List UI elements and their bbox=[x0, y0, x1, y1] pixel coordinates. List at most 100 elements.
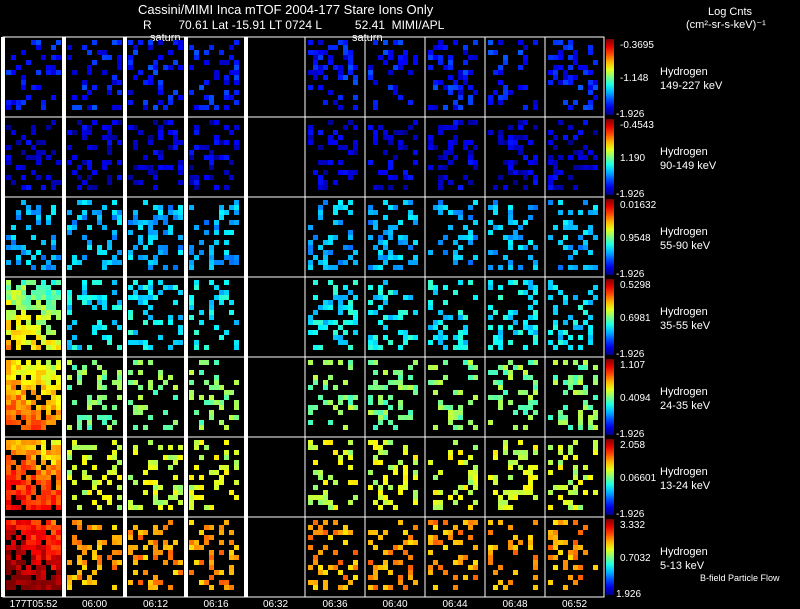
data-pixel bbox=[56, 460, 61, 465]
data-pixel bbox=[313, 520, 318, 525]
data-pixel bbox=[448, 65, 453, 70]
data-pixel bbox=[473, 425, 478, 430]
data-pixel bbox=[528, 540, 533, 545]
data-pixel bbox=[553, 520, 558, 525]
data-pixel bbox=[328, 475, 333, 480]
data-pixel bbox=[92, 555, 97, 560]
data-pixel bbox=[194, 410, 199, 415]
data-pixel bbox=[368, 335, 373, 340]
data-pixel bbox=[219, 140, 224, 145]
data-pixel bbox=[398, 95, 403, 100]
data-pixel bbox=[67, 385, 72, 390]
data-pixel bbox=[204, 580, 209, 585]
data-pixel bbox=[368, 210, 373, 215]
data-pixel bbox=[31, 385, 36, 390]
data-pixel bbox=[328, 305, 333, 310]
data-pixel bbox=[323, 100, 328, 105]
data-pixel bbox=[328, 55, 333, 60]
data-pixel bbox=[92, 360, 97, 365]
data-pixel bbox=[31, 400, 36, 405]
data-pixel bbox=[46, 420, 51, 425]
data-pixel bbox=[398, 370, 403, 375]
data-pixel bbox=[21, 415, 26, 420]
data-pixel bbox=[333, 235, 338, 240]
data-pixel bbox=[51, 205, 56, 210]
data-pixel bbox=[209, 555, 214, 560]
data-pixel bbox=[16, 295, 21, 300]
data-pixel bbox=[353, 75, 358, 80]
data-pixel bbox=[21, 305, 26, 310]
data-pixel bbox=[189, 65, 194, 70]
data-pixel bbox=[548, 155, 553, 160]
data-pixel bbox=[373, 345, 378, 350]
data-pixel bbox=[578, 345, 583, 350]
data-pixel bbox=[72, 130, 77, 135]
data-pixel bbox=[323, 490, 328, 495]
data-pixel bbox=[36, 325, 41, 330]
data-pixel bbox=[72, 520, 77, 525]
data-pixel bbox=[398, 380, 403, 385]
data-pixel bbox=[153, 460, 158, 465]
data-pixel bbox=[548, 490, 553, 495]
data-pixel bbox=[158, 165, 163, 170]
data-pixel bbox=[318, 565, 323, 570]
data-pixel bbox=[573, 485, 578, 490]
data-pixel bbox=[318, 215, 323, 220]
data-pixel bbox=[51, 445, 56, 450]
data-pixel bbox=[473, 470, 478, 475]
data-pixel bbox=[194, 225, 199, 230]
data-pixel bbox=[443, 325, 448, 330]
data-pixel bbox=[468, 420, 473, 425]
data-pixel bbox=[117, 445, 122, 450]
data-pixel bbox=[41, 440, 46, 445]
data-pixel bbox=[158, 335, 163, 340]
data-pixel bbox=[87, 130, 92, 135]
data-pixel bbox=[26, 440, 31, 445]
data-pixel bbox=[458, 280, 463, 285]
data-pixel bbox=[138, 165, 143, 170]
data-pixel bbox=[428, 65, 433, 70]
data-pixel bbox=[463, 340, 468, 345]
data-pixel bbox=[563, 70, 568, 75]
data-pixel bbox=[403, 480, 408, 485]
data-pixel bbox=[16, 465, 21, 470]
data-pixel bbox=[403, 145, 408, 150]
data-pixel bbox=[398, 345, 403, 350]
data-pixel bbox=[11, 580, 16, 585]
data-pixel bbox=[148, 290, 153, 295]
data-pixel bbox=[11, 415, 16, 420]
data-pixel bbox=[224, 155, 229, 160]
data-pixel bbox=[498, 70, 503, 75]
data-pixel bbox=[383, 335, 388, 340]
data-pixel bbox=[148, 265, 153, 270]
data-pixel bbox=[568, 140, 573, 145]
data-pixel bbox=[528, 360, 533, 365]
data-pixel bbox=[533, 175, 538, 180]
data-pixel bbox=[498, 395, 503, 400]
data-pixel bbox=[168, 145, 173, 150]
data-pixel bbox=[578, 130, 583, 135]
data-pixel bbox=[16, 570, 21, 575]
data-pixel bbox=[398, 460, 403, 465]
data-pixel bbox=[31, 530, 36, 535]
data-pixel bbox=[593, 375, 598, 380]
data-pixel bbox=[508, 495, 513, 500]
data-pixel bbox=[308, 50, 313, 55]
data-pixel bbox=[41, 460, 46, 465]
data-pixel bbox=[72, 400, 77, 405]
data-pixel bbox=[6, 570, 11, 575]
data-pixel bbox=[92, 210, 97, 215]
data-pixel bbox=[383, 450, 388, 455]
data-pixel bbox=[51, 550, 56, 555]
data-pixel bbox=[508, 315, 513, 320]
data-pixel bbox=[219, 580, 224, 585]
data-pixel bbox=[153, 545, 158, 550]
data-pixel bbox=[148, 240, 153, 245]
data-pixel bbox=[383, 300, 388, 305]
data-pixel bbox=[6, 390, 11, 395]
data-pixel bbox=[56, 375, 61, 380]
data-pixel bbox=[92, 330, 97, 335]
data-pixel bbox=[498, 65, 503, 70]
data-pixel bbox=[453, 155, 458, 160]
data-pixel bbox=[199, 425, 204, 430]
